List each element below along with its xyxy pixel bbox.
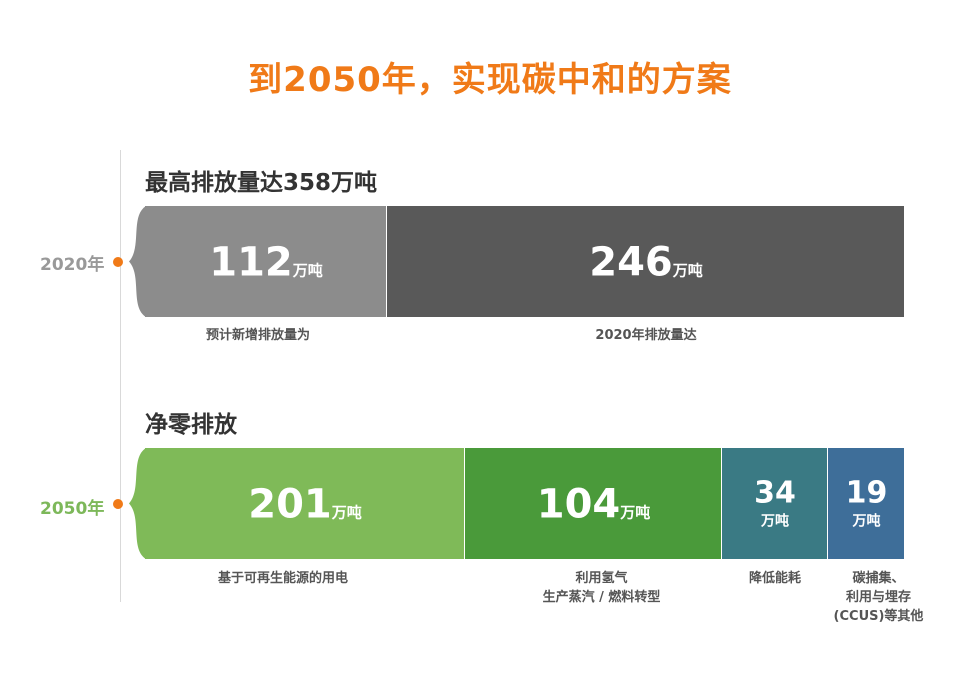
bar-segment: [145, 206, 386, 317]
segment-caption: 利用氢气 生产蒸汽 / 燃料转型: [542, 571, 661, 605]
section-heading-2050: 净零排放: [145, 412, 237, 438]
timeline-dot-2020: [113, 257, 123, 267]
chart-title: 到2050年，实现碳中和的方案: [248, 60, 732, 100]
segment-caption: 2020年排放量达: [595, 328, 697, 343]
segment-caption: 碳捕集、 利用与埋存 (CCUS)等其他: [833, 571, 924, 624]
segment-value-label: 104万吨: [537, 482, 651, 528]
year-label-2020: 2020年: [40, 255, 105, 275]
bar-segment: [387, 206, 904, 317]
timeline-dot-2050: [113, 499, 123, 509]
segment-value-label: 19: [846, 476, 888, 511]
bar-bracket-0: [129, 206, 146, 317]
bar-segment: [722, 448, 827, 559]
segment-value-label: 112万吨: [209, 240, 323, 286]
segment-unit-label: 万吨: [760, 513, 789, 530]
bar-bracket-1: [129, 448, 146, 559]
section-heading-2020: 最高排放量达358万吨: [145, 170, 378, 196]
segment-value-label: 201万吨: [248, 482, 362, 528]
segment-value-label: 34: [754, 476, 796, 511]
segment-caption: 降低能耗: [748, 571, 801, 586]
timeline-axis: [120, 150, 121, 602]
bar-segment: [145, 448, 464, 559]
year-label-2050: 2050年: [40, 499, 105, 519]
bar-segment: [465, 448, 721, 559]
segment-value-label: 246万吨: [589, 240, 703, 286]
segment-caption: 基于可再生能源的用电: [217, 571, 348, 586]
segment-unit-label: 万吨: [852, 513, 881, 530]
segment-caption: 预计新增排放量为: [205, 328, 310, 343]
bar-segment: [828, 448, 904, 559]
